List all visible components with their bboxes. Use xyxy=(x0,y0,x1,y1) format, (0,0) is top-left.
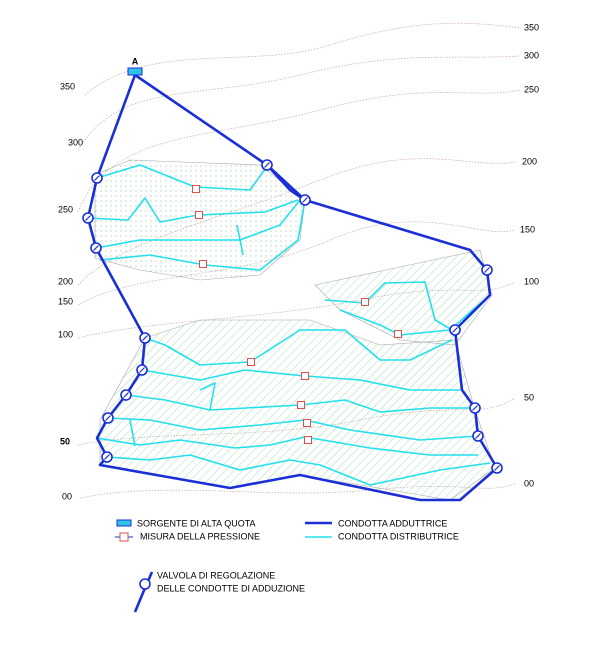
pressure-point xyxy=(192,185,200,193)
pressure-point xyxy=(361,298,369,306)
contour-label: 00 xyxy=(62,491,72,501)
contour-label: 150 xyxy=(58,296,73,306)
valve-bar xyxy=(302,197,308,203)
contour-label: 50 xyxy=(60,436,70,446)
contour-label: 250 xyxy=(58,204,73,214)
contour-label: 300 xyxy=(524,50,539,60)
legend-text: DELLE CONDOTTE DI ADDUZIONE xyxy=(157,583,305,593)
legend-text: MISURA DELLA PRESSIONE xyxy=(140,531,260,541)
valves xyxy=(82,159,503,474)
pressure-point xyxy=(303,419,311,427)
valve-bar xyxy=(475,433,481,439)
contour-label: 250 xyxy=(524,84,539,94)
valve-bar xyxy=(264,162,270,168)
pressure-points xyxy=(192,185,402,444)
legend-text: VALVOLA DI REGOLAZIONE xyxy=(157,570,275,580)
legend-text: CONDOTTA DISTRIBUTRICE xyxy=(338,531,459,541)
valve-bar xyxy=(93,245,99,251)
source-icon xyxy=(127,67,143,76)
valve-bar xyxy=(142,335,148,341)
pressure-point xyxy=(297,401,305,409)
valve-bar xyxy=(104,454,110,460)
pressure-point xyxy=(394,330,402,338)
legend-text: CONDOTTA ADDUTTRICE xyxy=(338,518,447,528)
legend-valve xyxy=(139,578,151,590)
contour-label: 00 xyxy=(524,478,534,488)
contour-labels: 350 300 250 200 150 100 50 00 350 300 250 200 150 100… xyxy=(58,22,539,501)
contour-label: 100 xyxy=(58,329,73,339)
legend: SORGENTE DI ALTA QUOTA MISURA DELLA PRES… xyxy=(115,518,459,613)
legend-pressure-icon xyxy=(119,532,129,542)
zones xyxy=(94,159,496,501)
legend-source-icon xyxy=(116,519,132,527)
pressure-point xyxy=(195,211,203,219)
contour-label: 200 xyxy=(522,156,537,166)
valve-bar xyxy=(94,175,100,181)
contour-label: 200 xyxy=(58,276,73,286)
pressure-point xyxy=(247,358,255,366)
valve-bar xyxy=(484,267,490,273)
legend-text: SORGENTE DI ALTA QUOTA xyxy=(137,518,256,528)
contour-label: 350 xyxy=(60,81,75,91)
valve-bar xyxy=(494,465,500,471)
pressure-point xyxy=(199,260,207,268)
valve-bar xyxy=(472,405,478,411)
valve-bar xyxy=(105,415,111,421)
contour-label: 300 xyxy=(68,137,83,147)
valve-bar xyxy=(452,327,458,333)
valve-bar xyxy=(139,367,145,373)
pressure-point xyxy=(304,436,312,444)
main-pipe xyxy=(266,164,306,202)
distribution-pipes xyxy=(87,164,491,486)
contour-label: 150 xyxy=(520,224,535,234)
contour-label: 350 xyxy=(524,22,539,32)
source-label: A xyxy=(132,56,139,66)
contour-label: 100 xyxy=(524,276,539,286)
contour-label: 50 xyxy=(524,392,534,402)
legend-valve-line xyxy=(133,571,154,613)
valve-bar xyxy=(85,215,91,221)
valve-bar xyxy=(123,392,129,398)
pressure-point xyxy=(301,372,309,380)
